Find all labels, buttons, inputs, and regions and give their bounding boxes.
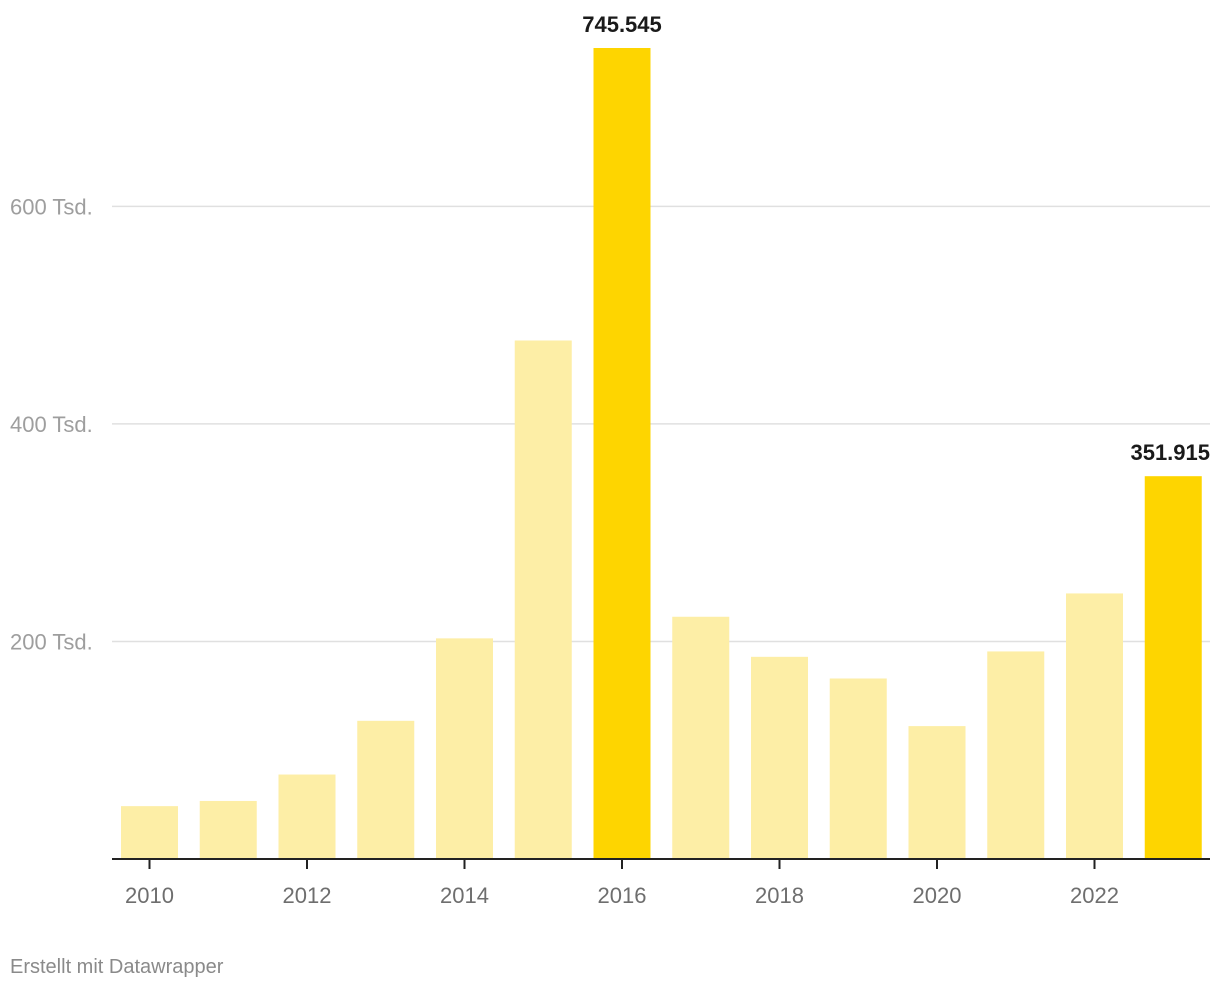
bar-2014 xyxy=(436,638,493,859)
bar-2016 xyxy=(593,48,651,859)
datawrapper-credit: Erstellt mit Datawrapper xyxy=(10,956,224,978)
x-tick-label: 2012 xyxy=(283,883,332,908)
x-tick-label: 2018 xyxy=(755,883,804,908)
y-tick-label: 600 Tsd. xyxy=(10,194,93,219)
bar-2018 xyxy=(751,656,808,859)
x-tick-label: 2010 xyxy=(125,883,174,908)
bar-2022 xyxy=(1066,593,1123,859)
bar-2015 xyxy=(514,340,572,860)
x-tick-label: 2016 xyxy=(598,883,647,908)
bar-2017 xyxy=(672,616,730,859)
y-tick-label: 200 Tsd. xyxy=(10,629,93,654)
bar-chart: 200 Tsd. 400 Tsd. 600 Tsd. 2010 2012 2014 2016… xyxy=(10,12,1210,908)
bar-2020 xyxy=(908,726,966,859)
x-tick-label: 2020 xyxy=(913,883,962,908)
x-tick-label: 2022 xyxy=(1070,883,1119,908)
x-tick-label: 2014 xyxy=(440,883,489,908)
bar-2012 xyxy=(278,774,336,859)
bar-2011 xyxy=(199,800,257,859)
bar-2019 xyxy=(829,678,887,859)
y-tick-label: 400 Tsd. xyxy=(10,412,93,437)
bar-2010 xyxy=(121,806,178,859)
bar-2013 xyxy=(357,720,415,859)
bar-2021 xyxy=(987,651,1045,859)
chart-container: 200 Tsd. 400 Tsd. 600 Tsd. 2010 2012 2014 2016… xyxy=(10,12,1210,908)
bar-2023 xyxy=(1144,476,1202,859)
data-label-2016: 745.545 xyxy=(582,12,662,37)
data-label-2023: 351.915 xyxy=(1130,440,1210,465)
